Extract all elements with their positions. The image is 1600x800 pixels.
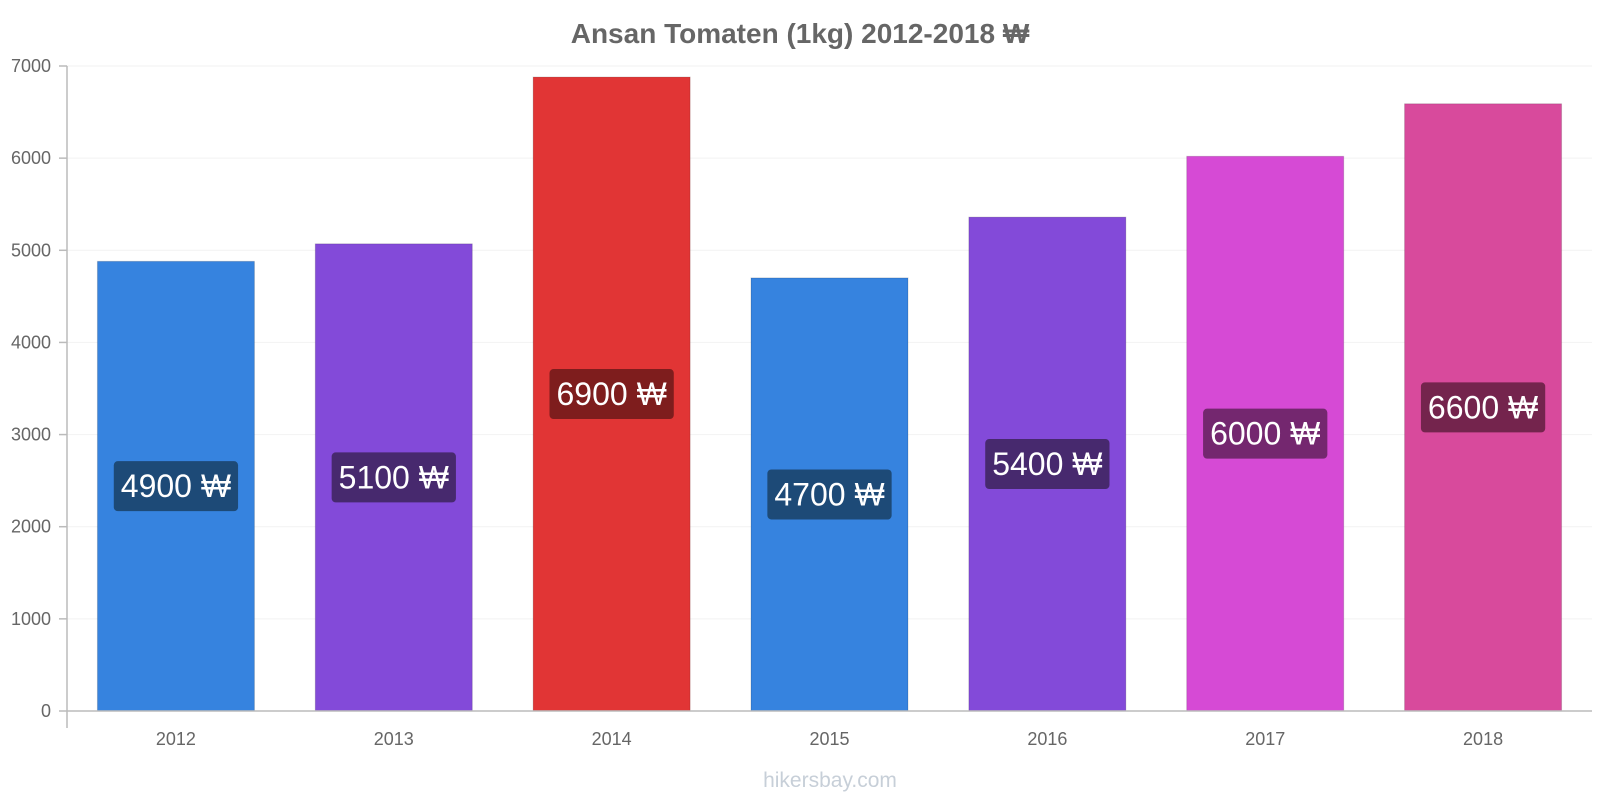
y-tick-label: 0 <box>41 701 51 721</box>
chart-title: Ansan Tomaten (1kg) 2012-2018 ₩ <box>571 18 1030 49</box>
data-label-background <box>1420 382 1546 433</box>
data-label-background <box>549 369 674 420</box>
data-label-background <box>1203 408 1328 459</box>
bars <box>96 76 1563 712</box>
data-label-text: 4900 ₩ <box>121 468 231 504</box>
data-label-background <box>767 469 892 520</box>
data-labels: 4900 ₩ 5100 ₩ 6900 ₩ 4700 ₩ 5400 ₩ 6000 ₩ 6600… <box>113 369 1546 520</box>
data-label-background <box>331 452 456 503</box>
data-label: 6000 ₩ <box>1203 408 1328 459</box>
data-label-text: 4700 ₩ <box>774 476 884 512</box>
data-label: 6900 ₩ <box>549 369 674 420</box>
y-tick-labels: 0 1000 2000 3000 4000 5000 6000 7000 <box>11 56 67 721</box>
x-tick-label: 2015 <box>809 729 849 749</box>
data-label-text: 5100 ₩ <box>339 459 449 495</box>
y-tick-label: 5000 <box>11 240 51 260</box>
x-tick-label: 2013 <box>374 729 414 749</box>
x-tick-label: 2018 <box>1463 729 1503 749</box>
data-label-background <box>113 461 239 512</box>
y-tick-label: 3000 <box>11 425 51 445</box>
data-label: 5100 ₩ <box>331 452 456 503</box>
data-label-background <box>985 439 1110 490</box>
y-tick-label: 4000 <box>11 332 51 352</box>
y-tick-label: 6000 <box>11 148 51 168</box>
data-label: 5400 ₩ <box>985 439 1110 490</box>
data-label-text: 6600 ₩ <box>1428 389 1538 425</box>
data-label: 4700 ₩ <box>767 469 892 520</box>
watermark: hikersbay.com <box>763 769 897 792</box>
data-label-text: 6000 ₩ <box>1210 416 1320 452</box>
axes <box>66 66 1592 728</box>
data-label-text: 6900 ₩ <box>557 376 667 412</box>
x-tick-label: 2016 <box>1027 729 1067 749</box>
data-label: 6600 ₩ <box>1420 382 1546 433</box>
y-tick-label: 7000 <box>11 56 51 76</box>
data-label: 4900 ₩ <box>113 461 239 512</box>
x-tick-label: 2014 <box>592 729 632 749</box>
data-label-text: 5400 ₩ <box>992 446 1102 482</box>
y-tick-label: 1000 <box>11 609 51 629</box>
x-tick-label: 2017 <box>1245 729 1285 749</box>
x-tick-label: 2012 <box>156 729 196 749</box>
y-tick-label: 2000 <box>11 517 51 537</box>
x-tick-labels: 2012 2013 2014 2015 2016 2017 2018 <box>156 729 1503 749</box>
